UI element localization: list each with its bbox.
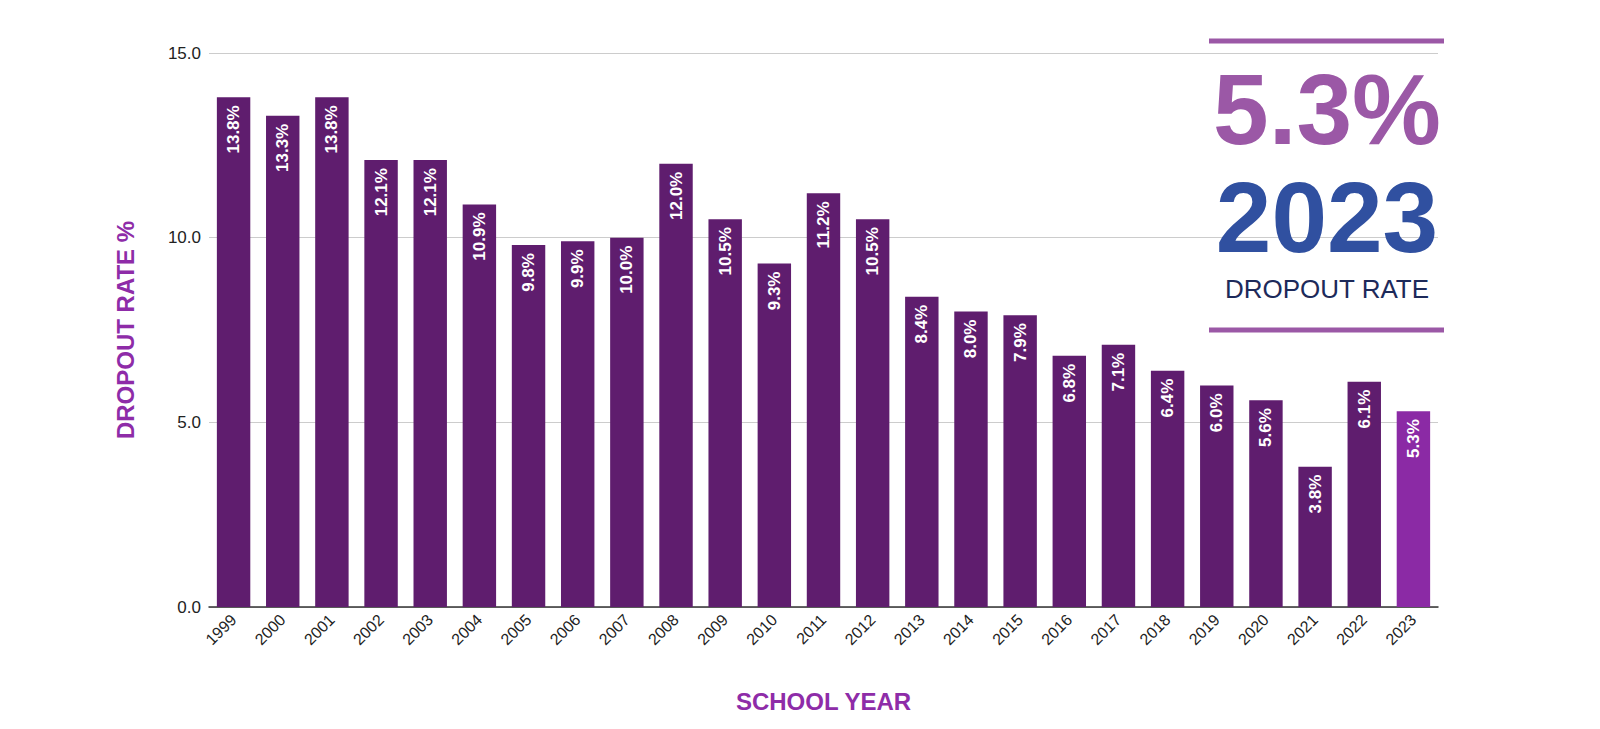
svg-text:10.5%: 10.5% [716, 227, 735, 275]
svg-text:6.0%: 6.0% [1207, 393, 1226, 432]
svg-text:0.0: 0.0 [177, 598, 201, 617]
svg-text:2012: 2012 [842, 611, 879, 648]
svg-text:3.8%: 3.8% [1306, 475, 1325, 514]
svg-text:SCHOOL YEAR: SCHOOL YEAR [736, 688, 911, 715]
svg-text:12.1%: 12.1% [372, 168, 391, 216]
svg-text:13.8%: 13.8% [322, 105, 341, 153]
svg-text:15.0: 15.0 [168, 44, 201, 63]
svg-text:2001: 2001 [301, 611, 338, 648]
svg-text:6.4%: 6.4% [1158, 379, 1177, 418]
svg-text:10.0%: 10.0% [617, 246, 636, 294]
svg-text:2008: 2008 [645, 611, 682, 648]
svg-text:8.4%: 8.4% [912, 305, 931, 344]
svg-text:6.1%: 6.1% [1355, 390, 1374, 429]
svg-text:5.6%: 5.6% [1256, 408, 1275, 447]
svg-text:9.9%: 9.9% [568, 249, 587, 288]
svg-text:12.1%: 12.1% [421, 168, 440, 216]
svg-text:10.0: 10.0 [168, 228, 201, 247]
svg-text:8.0%: 8.0% [961, 320, 980, 359]
svg-text:2013: 2013 [891, 611, 928, 648]
svg-text:7.1%: 7.1% [1109, 353, 1128, 392]
svg-text:2014: 2014 [940, 611, 977, 648]
svg-text:2000: 2000 [252, 611, 289, 648]
svg-text:2010: 2010 [743, 611, 780, 648]
svg-text:2016: 2016 [1038, 611, 1075, 648]
svg-text:9.3%: 9.3% [765, 272, 784, 311]
svg-text:2021: 2021 [1284, 611, 1321, 648]
svg-text:DROPOUT RATE %: DROPOUT RATE % [112, 221, 139, 439]
svg-text:2023: 2023 [1216, 161, 1438, 273]
svg-text:2002: 2002 [350, 611, 387, 648]
svg-text:1999: 1999 [202, 611, 239, 648]
svg-text:DROPOUT RATE: DROPOUT RATE [1225, 274, 1429, 304]
svg-text:10.5%: 10.5% [863, 227, 882, 275]
svg-text:5.3%: 5.3% [1213, 53, 1441, 165]
svg-text:2007: 2007 [596, 611, 633, 648]
svg-text:2003: 2003 [399, 611, 436, 648]
svg-text:5.3%: 5.3% [1404, 419, 1423, 458]
svg-text:9.8%: 9.8% [519, 253, 538, 292]
svg-text:5.0: 5.0 [177, 413, 201, 432]
svg-text:2015: 2015 [989, 611, 1026, 648]
svg-text:13.3%: 13.3% [273, 124, 292, 172]
svg-text:2005: 2005 [497, 611, 534, 648]
svg-text:2004: 2004 [448, 611, 485, 648]
svg-text:10.9%: 10.9% [470, 212, 489, 260]
svg-text:2006: 2006 [547, 611, 584, 648]
svg-text:2009: 2009 [694, 611, 731, 648]
svg-text:2011: 2011 [793, 611, 829, 647]
svg-text:2023: 2023 [1382, 611, 1419, 648]
svg-text:11.2%: 11.2% [814, 201, 833, 248]
svg-text:2022: 2022 [1333, 611, 1370, 648]
svg-text:2017: 2017 [1087, 611, 1124, 648]
svg-text:2018: 2018 [1136, 611, 1173, 648]
svg-text:12.0%: 12.0% [667, 172, 686, 220]
svg-text:13.8%: 13.8% [224, 105, 243, 153]
svg-text:7.9%: 7.9% [1011, 323, 1030, 362]
svg-text:2020: 2020 [1235, 611, 1272, 648]
svg-text:6.8%: 6.8% [1060, 364, 1079, 403]
svg-text:2019: 2019 [1186, 611, 1223, 648]
